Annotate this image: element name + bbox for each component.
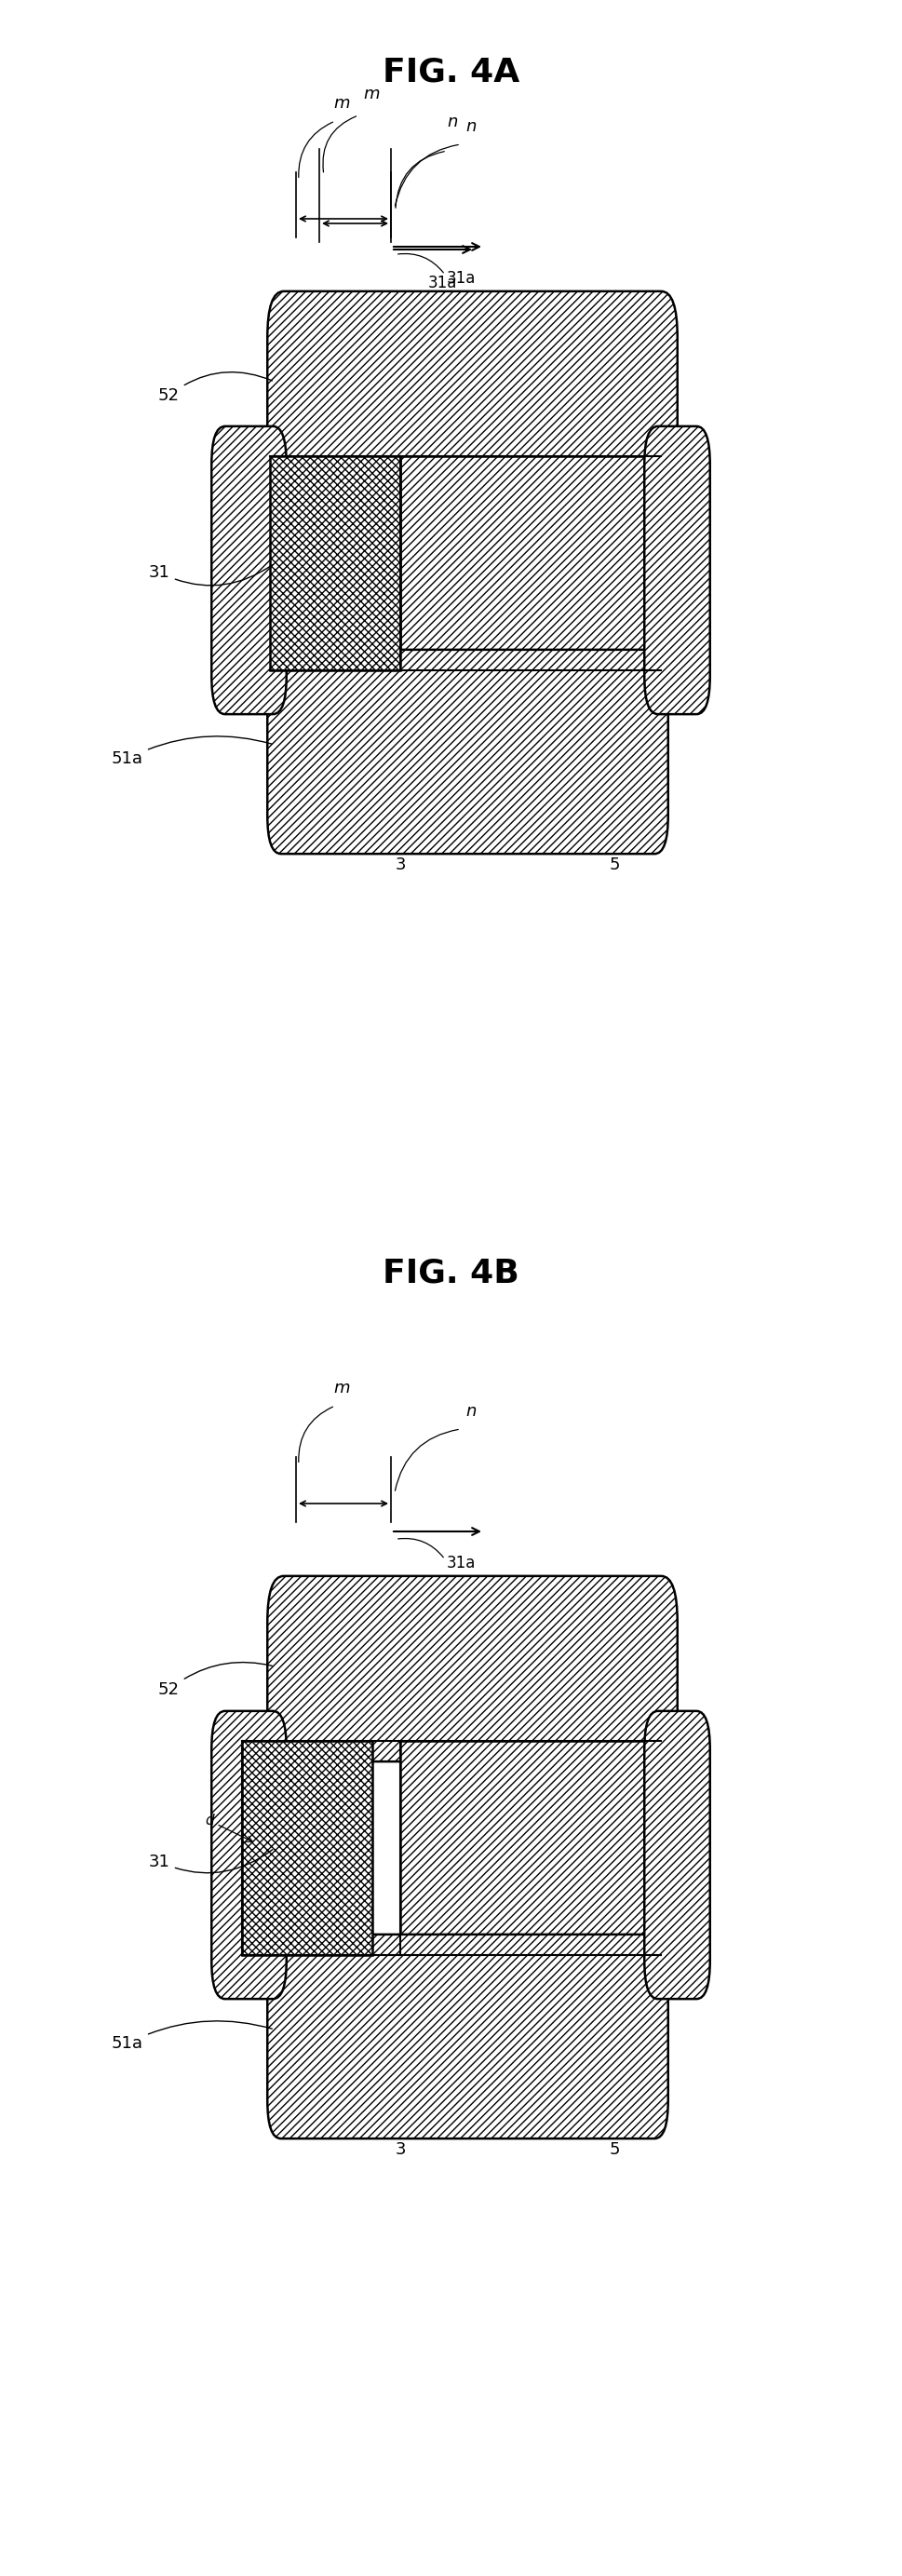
Bar — [242, 1741, 373, 1955]
Text: 31: 31 — [149, 564, 272, 585]
Text: n: n — [465, 1404, 476, 1419]
Text: 51a: 51a — [112, 737, 272, 768]
Text: m: m — [334, 1381, 350, 1396]
Text: n: n — [465, 118, 476, 134]
Text: d: d — [205, 1814, 253, 1842]
Text: 52: 52 — [158, 1662, 272, 1698]
Text: 31a: 31a — [446, 1556, 476, 1571]
FancyBboxPatch shape — [267, 1577, 677, 1762]
Bar — [400, 1741, 661, 1955]
Bar — [400, 456, 661, 670]
Bar — [270, 456, 400, 670]
Text: 52: 52 — [158, 371, 272, 404]
Text: n: n — [446, 113, 457, 131]
Text: m: m — [363, 85, 380, 103]
Text: 31: 31 — [149, 1850, 272, 1873]
Text: 3: 3 — [395, 2141, 406, 2159]
Text: 31a: 31a — [428, 276, 457, 291]
FancyBboxPatch shape — [267, 1935, 668, 2138]
FancyBboxPatch shape — [644, 425, 710, 714]
Text: 51a: 51a — [112, 2022, 272, 2053]
Text: FIG. 4B: FIG. 4B — [382, 1257, 520, 1288]
FancyBboxPatch shape — [267, 291, 677, 477]
Text: FIG. 4A: FIG. 4A — [382, 57, 520, 88]
Text: m: m — [334, 95, 350, 111]
FancyBboxPatch shape — [644, 1710, 710, 1999]
Text: 3: 3 — [395, 855, 406, 873]
Bar — [242, 1741, 270, 1955]
Text: 5: 5 — [609, 2141, 620, 2159]
Text: 5: 5 — [609, 855, 620, 873]
FancyBboxPatch shape — [267, 649, 668, 853]
Text: 31a: 31a — [446, 270, 476, 286]
FancyBboxPatch shape — [212, 1710, 287, 1999]
FancyBboxPatch shape — [212, 425, 287, 714]
